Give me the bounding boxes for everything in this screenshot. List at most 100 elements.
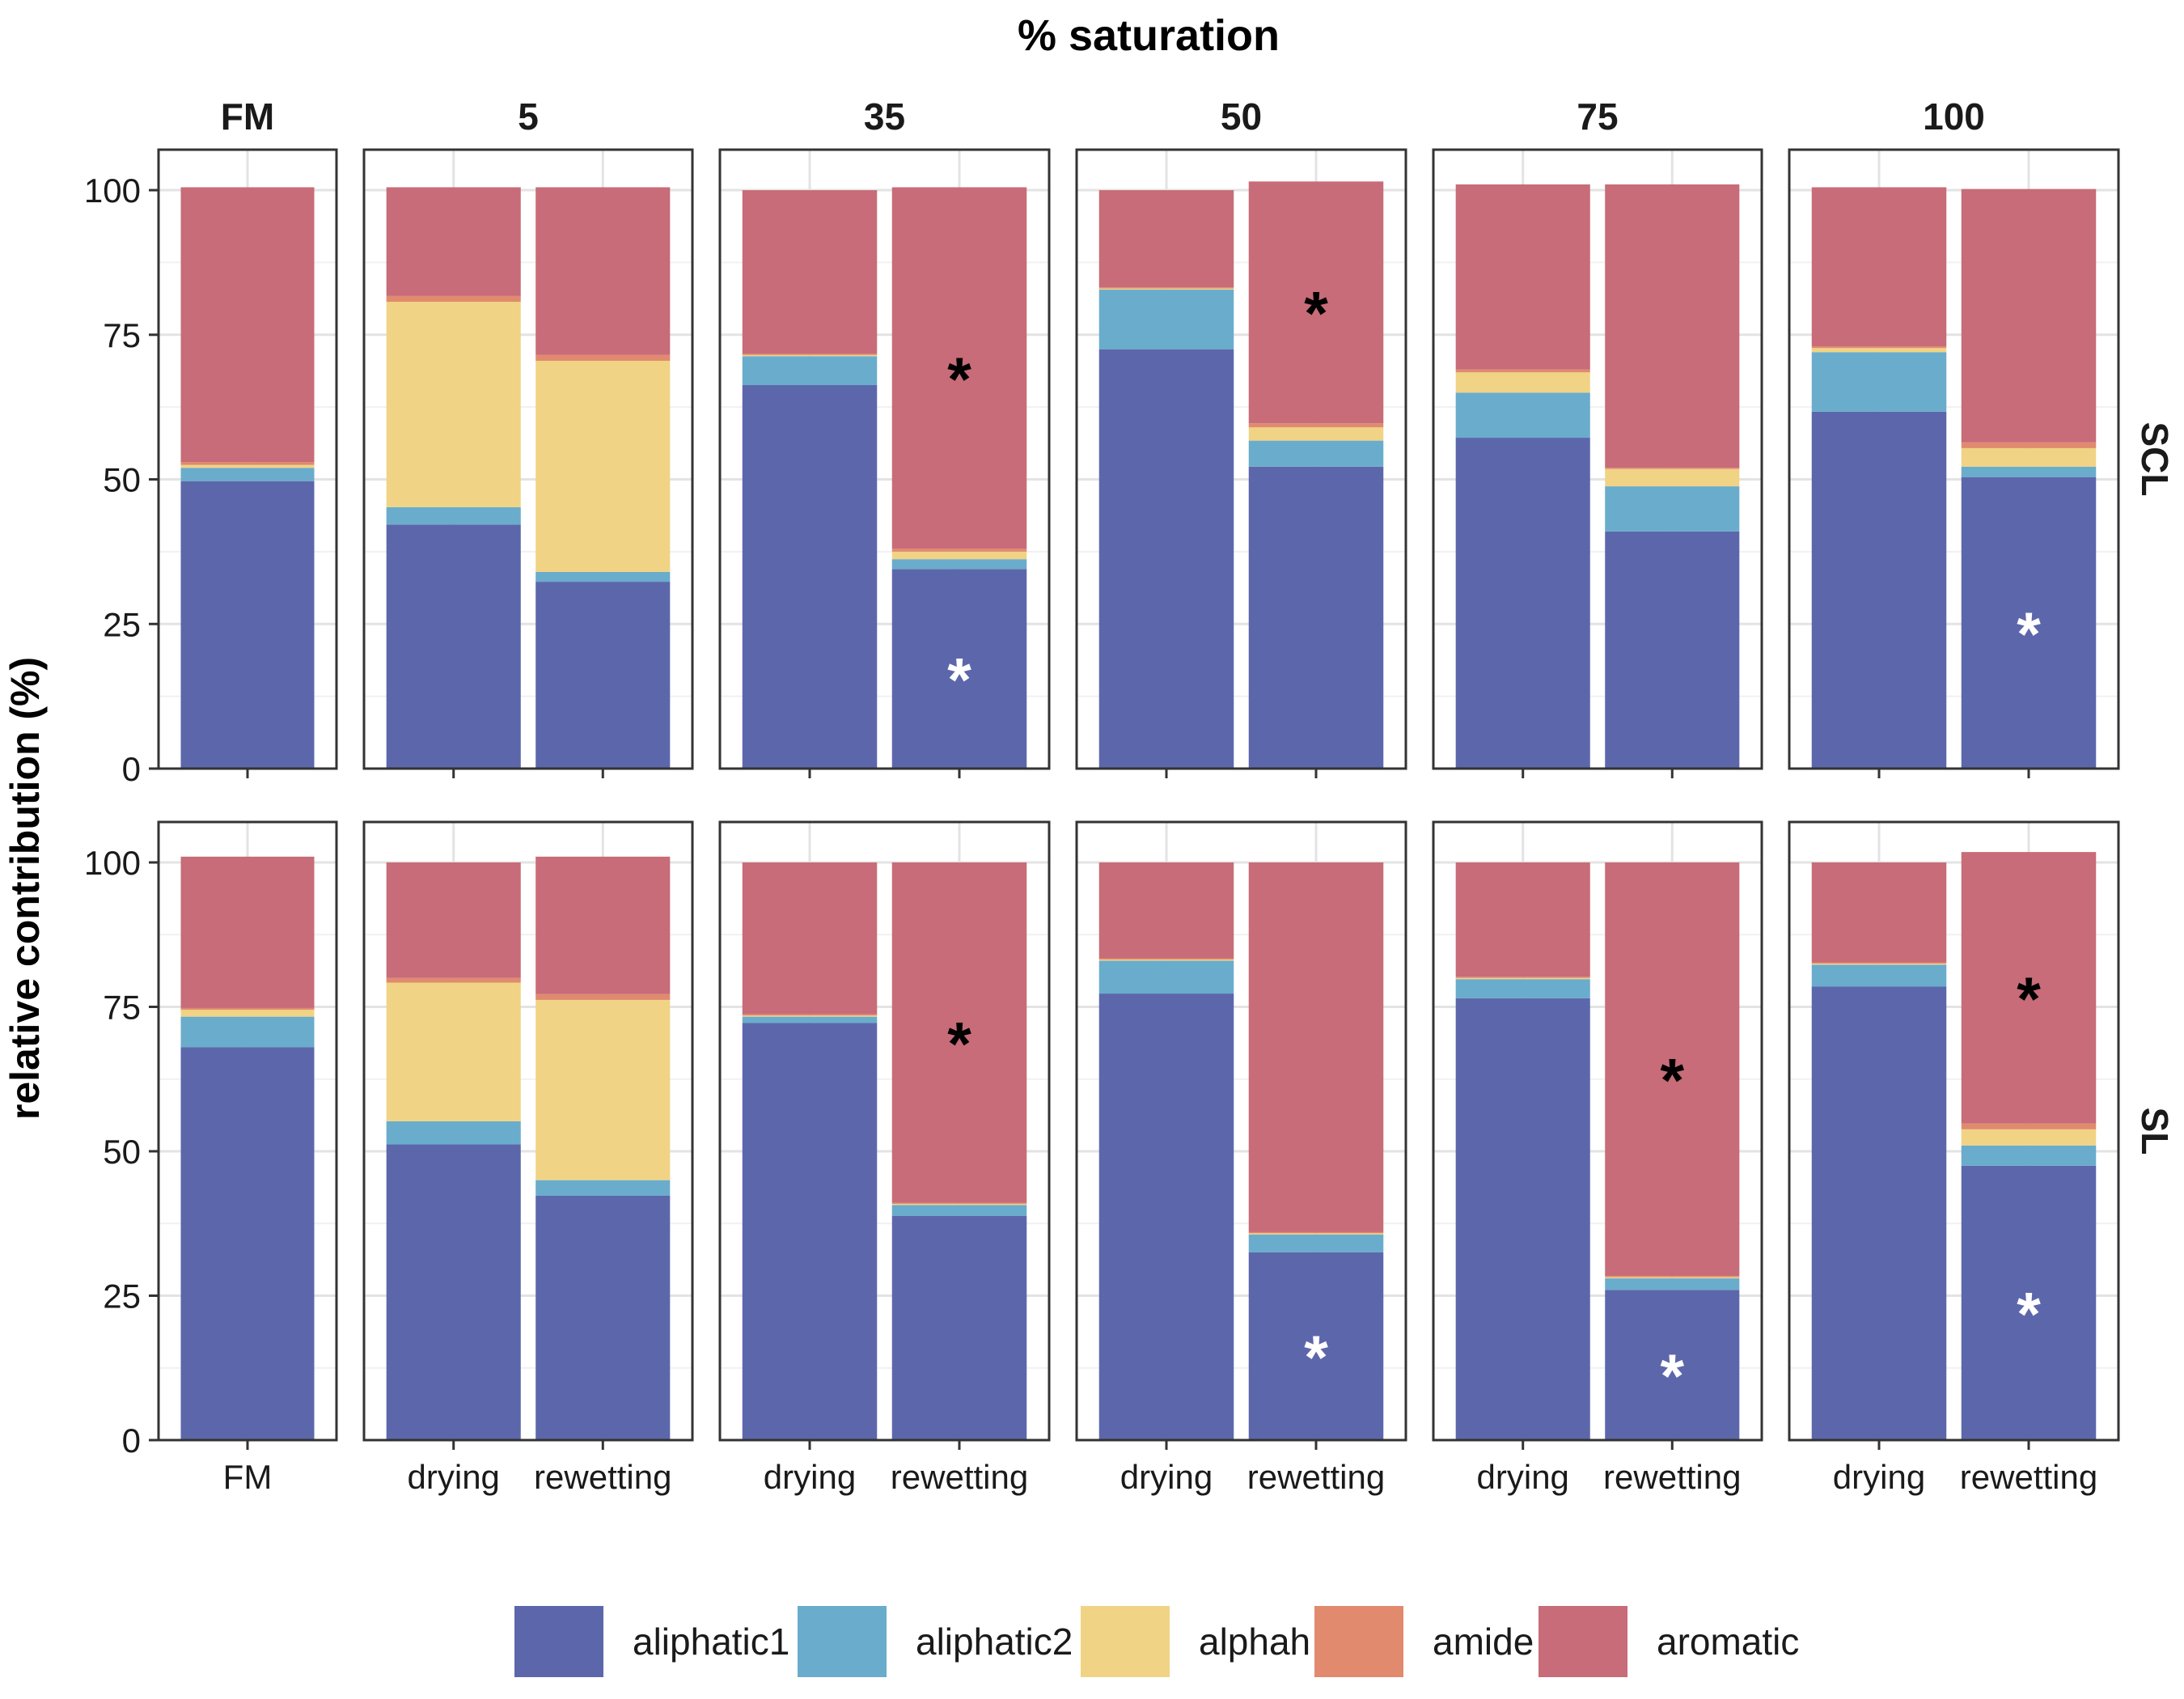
- legend-label: aliphatic2: [916, 1621, 1073, 1663]
- x-tick-label-rewetting: rewetting: [891, 1458, 1028, 1496]
- bar-segment-amide: [1098, 287, 1234, 289]
- x-tick-label-rewetting: rewetting: [534, 1458, 671, 1496]
- facet-strip-5: 5: [518, 95, 539, 138]
- bar-segment-aromatic: [891, 187, 1027, 549]
- legend-swatch: [1081, 1606, 1170, 1677]
- bar-segment-alphah: [1605, 468, 1740, 487]
- panel-sl-75: drying**rewetting: [1432, 820, 1763, 1496]
- significance-star-aromatic: *: [947, 1010, 971, 1078]
- significance-star-aromatic: *: [1304, 280, 1328, 349]
- bar-segment-amide: [1098, 958, 1234, 960]
- bar-segment-alphah: [386, 982, 521, 1121]
- legend: aliphatic1 aliphatic2 alphah amide aromatic: [514, 1606, 1799, 1677]
- legend-swatch: [1314, 1606, 1403, 1677]
- panel-sl-5: drying rewetting: [362, 820, 694, 1496]
- panel-scl-5: [362, 148, 694, 778]
- x-tick-label-drying: drying: [764, 1458, 856, 1496]
- bar-segment-amide: [180, 1007, 315, 1011]
- bar-segment-amide: [386, 977, 521, 983]
- bar-segment-aliphatic1: [891, 569, 1027, 769]
- bar-segment-amide: [891, 1202, 1027, 1204]
- bar-segment-aromatic: [1098, 190, 1234, 288]
- bar-segment-alphah: [1961, 1129, 2097, 1146]
- bar-segment-amide: [180, 462, 315, 465]
- bar-segment-aromatic: [1098, 862, 1234, 959]
- bar-segment-amide: [1605, 1276, 1740, 1277]
- bar-segment-aromatic: [1248, 181, 1384, 424]
- bar-sl-50-rewetting: *: [1248, 862, 1384, 1440]
- legend-item-amide: amide: [1314, 1606, 1534, 1677]
- bar-segment-aromatic: [1248, 862, 1384, 1232]
- bar-segment-aliphatic1: [1098, 994, 1234, 1440]
- facet-panels: FM 5 35 50 75 100SCLSL0255075100****FM0255075…: [84, 95, 2176, 1496]
- significance-star-aliphatic1: *: [1660, 1342, 1684, 1411]
- bar-segment-aromatic: [1605, 862, 1740, 1277]
- bar-scl-50-rewetting: *: [1248, 181, 1384, 769]
- significance-star-aromatic: *: [947, 345, 971, 414]
- x-tick-label-rewetting: rewetting: [1247, 1458, 1385, 1496]
- y-tick-label: 25: [103, 1277, 141, 1315]
- bar-segment-aliphatic1: [1961, 1165, 2097, 1440]
- facet-strip-50: 50: [1221, 95, 1262, 138]
- bar-segment-aliphatic2: [1248, 440, 1384, 467]
- significance-star-aliphatic1: *: [947, 646, 971, 715]
- facet-strip-75: 75: [1577, 95, 1618, 138]
- bar-segment-aliphatic2: [1961, 1145, 2097, 1166]
- bar-segment-aliphatic2: [1961, 466, 2097, 477]
- panel-border: [1432, 820, 1763, 1442]
- bar-segment-aliphatic1: [742, 384, 878, 769]
- y-tick-label: 50: [103, 461, 141, 499]
- bar-scl-75-rewetting: [1605, 184, 1740, 769]
- bar-segment-aliphatic2: [891, 1205, 1027, 1216]
- bar-segment-alphah: [1605, 1277, 1740, 1279]
- bar-segment-amide: [1455, 369, 1590, 373]
- x-tick-label-drying: drying: [1120, 1458, 1213, 1496]
- bar-segment-alphah: [1455, 977, 1590, 980]
- bar-segment-aliphatic1: [535, 582, 671, 769]
- bar-segment-aliphatic2: [1455, 392, 1590, 439]
- bar-segment-amide: [1248, 1231, 1384, 1234]
- bar-sl-35-rewetting: *: [891, 862, 1027, 1440]
- bar-segment-aliphatic1: [891, 1215, 1027, 1440]
- significance-star-aromatic: *: [2017, 965, 2041, 1034]
- panel-scl-fm: 0 25 50 75 100: [84, 148, 338, 788]
- x-tick-label-drying: drying: [1833, 1458, 1925, 1496]
- bar-segment-aliphatic1: [1811, 411, 1947, 769]
- bar-segment-aromatic: [891, 862, 1027, 1203]
- x-tick-label-drying: drying: [1477, 1458, 1569, 1496]
- significance-star-aliphatic1: *: [1304, 1324, 1328, 1392]
- bar-segment-aliphatic1: [180, 1047, 315, 1440]
- panel-border: [1788, 820, 2120, 1442]
- panel-border: [1432, 148, 1763, 770]
- bar-segment-aliphatic2: [180, 468, 315, 481]
- bar-segment-amide: [891, 549, 1027, 552]
- bar-segment-alphah: [1248, 427, 1384, 441]
- bar-segment-aliphatic1: [386, 524, 521, 769]
- bar-scl-5-rewetting: [535, 187, 671, 769]
- legend-label: alphah: [1199, 1621, 1310, 1663]
- bar-segment-aliphatic1: [1811, 986, 1947, 1440]
- x-tick-label-rewetting: rewetting: [1960, 1458, 2097, 1496]
- panel-sl-100: drying**rewetting: [1788, 820, 2120, 1496]
- bar-segment-alphah: [180, 1010, 315, 1017]
- bar-segment-aliphatic2: [742, 356, 878, 385]
- bar-sl-35-drying: [742, 862, 878, 1440]
- bar-segment-aromatic: [1455, 184, 1590, 370]
- bar-segment-aliphatic1: [1455, 998, 1590, 1440]
- panel-border: [157, 148, 338, 770]
- bar-segment-amide: [1961, 442, 2097, 448]
- bar-segment-aromatic: [1961, 852, 2097, 1124]
- bar-scl-fm-fm: [180, 187, 315, 769]
- bar-segment-aliphatic1: [1605, 1290, 1740, 1440]
- bar-segment-amide: [1248, 423, 1384, 428]
- panel-border: [157, 820, 338, 1442]
- bar-sl-100-drying: [1811, 862, 1947, 1440]
- bar-segment-alphah: [535, 999, 671, 1180]
- y-tick-label: 100: [84, 172, 141, 210]
- panel-border: [718, 820, 1051, 1442]
- bar-segment-aliphatic2: [891, 559, 1027, 570]
- bar-segment-aromatic: [1811, 187, 1947, 347]
- y-tick-label: 75: [103, 316, 141, 354]
- bar-segment-aromatic: [742, 862, 878, 1015]
- panel-border: [362, 148, 694, 770]
